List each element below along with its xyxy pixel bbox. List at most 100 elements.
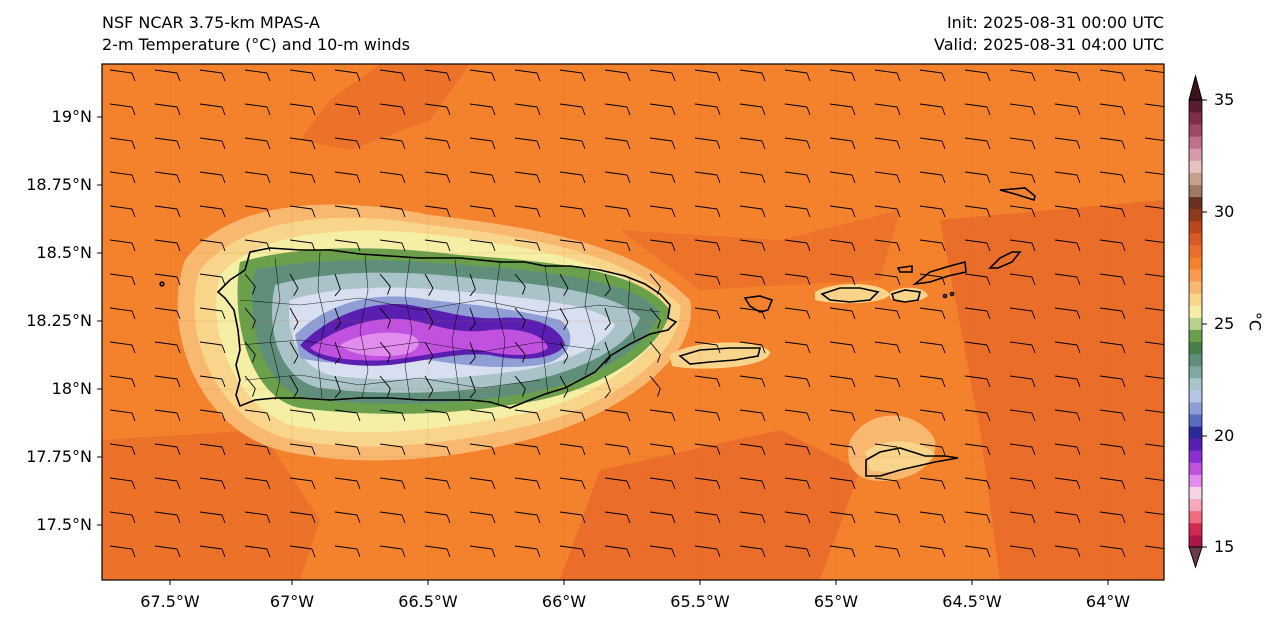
- wind-barb: [604, 545, 631, 558]
- wind-barb: [1054, 511, 1081, 524]
- wind-barb: [334, 239, 361, 252]
- colorbar-segment: [1189, 377, 1202, 391]
- wind-barb: [424, 205, 451, 218]
- wind-barb: [1099, 477, 1126, 490]
- wind-barb: [424, 273, 434, 296]
- wind-barb: [559, 409, 586, 422]
- wind-barb: [424, 409, 451, 422]
- wind-barb: [1144, 477, 1164, 482]
- wind-barb: [874, 69, 901, 82]
- lat-tick-label: 18.25°N: [26, 311, 92, 330]
- wind-barb: [1054, 273, 1081, 286]
- wind-barb: [109, 103, 136, 116]
- wind-barb: [919, 307, 946, 320]
- lat-tick-label: 17.5°N: [36, 515, 92, 534]
- colorbar-segment: [1189, 426, 1202, 439]
- wind-barb: [964, 545, 991, 558]
- wind-barb: [514, 137, 541, 150]
- wind-barb: [1099, 443, 1126, 456]
- wind-barb: [920, 579, 924, 580]
- wind-barb: [334, 409, 361, 422]
- wind-barb: [154, 443, 181, 456]
- wind-barb: [694, 171, 721, 184]
- lat-tick-label: 18°N: [51, 379, 92, 398]
- wind-barb: [514, 69, 541, 82]
- wind-barb: [109, 239, 136, 252]
- wind-barb: [784, 409, 811, 422]
- colorbar-segment: [1189, 160, 1202, 173]
- colorbar-segment: [1189, 220, 1202, 234]
- wind-barb: [604, 443, 631, 456]
- wind-barb: [604, 273, 611, 297]
- wind-barb: [964, 103, 991, 116]
- wind-barb: [964, 443, 991, 456]
- wind-barb: [694, 239, 721, 252]
- wind-barb: [604, 375, 611, 399]
- wind-barb: [604, 307, 611, 331]
- wind-barb: [739, 137, 766, 150]
- wind-barb: [334, 307, 341, 331]
- wind-barb: [604, 205, 631, 218]
- wind-barb: [739, 273, 766, 286]
- wind-barb: [964, 307, 991, 320]
- wind-barb: [1099, 409, 1126, 422]
- wind-barb: [469, 103, 496, 116]
- wind-barb: [1009, 341, 1036, 354]
- wind-barb: [649, 477, 676, 490]
- wind-barb: [694, 511, 721, 524]
- wind-barb: [784, 171, 811, 184]
- wind-barb: [154, 69, 181, 82]
- colorbar-segment: [1189, 257, 1202, 270]
- wind-barb: [424, 545, 451, 558]
- wind-barb: [424, 307, 434, 330]
- wind-barb: [199, 545, 226, 558]
- wind-barb: [649, 375, 661, 397]
- wind-barb: [154, 409, 181, 422]
- wind-barb: [1144, 69, 1164, 74]
- wind-barb: [424, 375, 434, 398]
- wind-barb: [199, 69, 226, 82]
- wind-barb: [739, 171, 766, 184]
- wind-barb: [740, 579, 744, 580]
- wind-barb: [154, 273, 181, 286]
- wind-barb: [874, 409, 901, 422]
- wind-barb: [514, 171, 541, 184]
- wind-barb: [739, 409, 766, 422]
- init-time: Init: 2025-08-31 00:00 UTC: [946, 13, 1164, 32]
- wind-barb: [829, 477, 856, 490]
- wind-barb: [244, 273, 256, 295]
- wind-barb: [244, 477, 271, 490]
- wind-barb: [379, 137, 406, 150]
- wind-barb: [964, 205, 991, 218]
- wind-barb: [1099, 341, 1126, 354]
- wind-barb: [514, 205, 541, 218]
- wind-barb: [199, 511, 226, 524]
- colorbar-segment: [1189, 414, 1202, 427]
- colorbar-segment: [1189, 244, 1202, 258]
- colorbar-tick-label: 20: [1214, 426, 1235, 445]
- colorbar-segment: [1189, 293, 1202, 306]
- lon-tick-label: 66°W: [541, 592, 587, 611]
- wind-barb: [469, 307, 476, 331]
- wind-barb: [649, 307, 661, 329]
- wind-barb: [424, 137, 451, 150]
- wind-barb: [109, 171, 136, 184]
- wind-barb: [109, 69, 136, 82]
- wind-barb: [1054, 239, 1081, 252]
- wind-barb: [829, 307, 856, 320]
- wind-barb: [604, 341, 611, 365]
- wind-barb: [469, 171, 496, 184]
- wind-barb: [244, 205, 271, 218]
- wind-barb: [514, 103, 541, 116]
- wind-barb: [154, 103, 181, 116]
- wind-barb: [874, 375, 901, 388]
- st-croix-halo-inner: [865, 441, 935, 472]
- wind-barb: [334, 273, 341, 297]
- wind-barb: [830, 579, 834, 580]
- wind-barb: [604, 69, 631, 82]
- wind-barb: [379, 477, 406, 490]
- lon-tick-label: 66.5°W: [398, 592, 458, 611]
- wind-barb: [964, 409, 991, 422]
- wind-barb: [469, 443, 496, 456]
- wind-barb: [964, 273, 991, 286]
